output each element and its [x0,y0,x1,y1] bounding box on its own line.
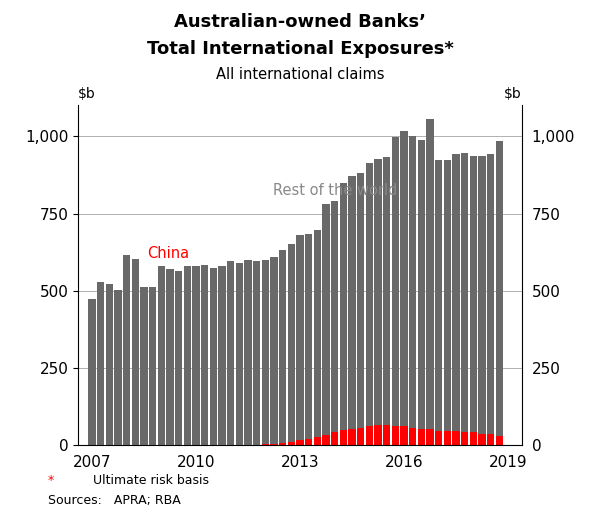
Text: Australian-owned Banks’: Australian-owned Banks’ [174,13,426,31]
Bar [383,425,391,445]
Bar [322,435,329,445]
Text: Rest of the world: Rest of the world [274,183,398,198]
Bar [340,431,347,445]
Bar [114,290,122,445]
Bar [452,431,460,445]
Bar [357,428,364,445]
Bar [158,266,165,445]
Bar [279,443,286,445]
Bar [427,119,434,430]
Bar [331,201,338,432]
Bar [418,140,425,430]
Bar [470,156,477,432]
Bar [227,261,234,445]
Text: Ultimate risk basis: Ultimate risk basis [65,474,209,487]
Bar [366,163,373,426]
Bar [106,284,113,445]
Bar [392,137,399,426]
Bar [366,426,373,445]
Bar [383,158,391,425]
Bar [244,260,251,445]
Bar [374,159,382,425]
Bar [452,154,460,431]
Bar [262,260,269,444]
Bar [192,266,200,445]
Bar [418,430,425,445]
Bar [296,235,304,440]
Bar [444,160,451,431]
Bar [271,444,278,445]
Bar [496,141,503,436]
Bar [166,269,173,445]
Bar [287,442,295,445]
Bar [487,154,494,434]
Text: *: * [48,474,54,487]
Bar [331,432,338,445]
Bar [140,287,148,445]
Bar [305,438,313,445]
Bar [305,233,313,438]
Bar [461,432,469,445]
Bar [478,156,486,434]
Bar [400,426,408,445]
Bar [296,440,304,445]
Bar [349,430,356,445]
Bar [314,230,321,437]
Text: All international claims: All international claims [216,67,384,82]
Bar [123,255,130,445]
Bar [357,173,364,428]
Bar [97,282,104,445]
Bar [218,266,226,445]
Bar [88,299,95,445]
Bar [236,263,243,445]
Bar [287,245,295,442]
Bar [175,271,182,445]
Text: Sources:   APRA; RBA: Sources: APRA; RBA [48,494,181,507]
Bar [427,430,434,445]
Bar [279,250,286,443]
Bar [253,261,260,445]
Bar [400,131,408,426]
Bar [349,176,356,430]
Text: China: China [147,246,189,261]
Bar [149,287,156,445]
Bar [374,425,382,445]
Bar [478,434,486,445]
Bar [209,268,217,445]
Bar [322,203,329,435]
Bar [444,431,451,445]
Bar [409,428,416,445]
Bar [392,426,399,445]
Bar [131,259,139,445]
Bar [435,160,442,431]
Bar [470,432,477,445]
Text: $b: $b [504,87,522,101]
Text: $b: $b [78,87,96,101]
Text: Total International Exposures*: Total International Exposures* [146,40,454,57]
Bar [487,434,494,445]
Bar [271,257,278,444]
Bar [496,436,503,445]
Bar [340,183,347,431]
Bar [184,266,191,445]
Bar [314,437,321,445]
Bar [435,431,442,445]
Bar [409,135,416,428]
Bar [262,444,269,445]
Bar [201,265,208,445]
Bar [461,153,469,432]
